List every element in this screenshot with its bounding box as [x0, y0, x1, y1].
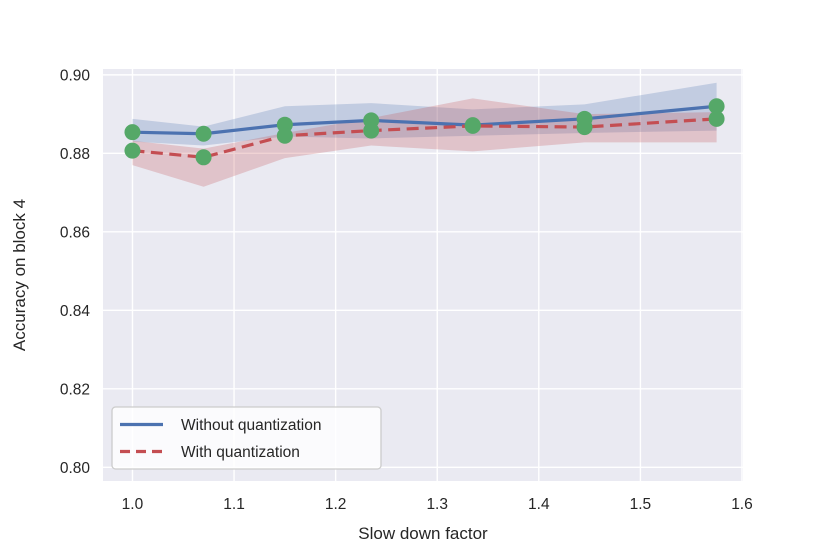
data-point-markers	[124, 98, 725, 166]
data-point-marker	[124, 124, 141, 141]
y-tick-label: 0.88	[60, 146, 90, 163]
data-point-marker	[576, 119, 593, 136]
x-axis-label: Slow down factor	[358, 524, 488, 543]
x-tick-labels: 1.0 1.1 1.2 1.3 1.4 1.5 1.6	[122, 496, 753, 513]
legend-box	[111, 406, 382, 470]
y-tick-labels: 0.80 0.82 0.84 0.86 0.88 0.90	[60, 67, 91, 476]
confidence-band-without-quantization	[132, 82, 717, 146]
x-tick-label: 1.6	[731, 496, 753, 513]
legend-label: Without quantization	[181, 417, 321, 434]
data-point-marker	[276, 116, 293, 133]
x-tick-label: 1.5	[630, 496, 652, 513]
y-tick-label: 0.90	[60, 67, 91, 84]
y-tick-label: 0.80	[60, 460, 91, 477]
data-point-marker	[124, 142, 141, 159]
x-tick-label: 1.2	[325, 496, 347, 513]
y-axis-label: Accuracy on block 4	[10, 199, 29, 351]
legend-item: With quantization	[120, 444, 300, 461]
data-point-marker	[195, 125, 212, 142]
x-tick-label: 1.4	[528, 496, 550, 513]
data-point-marker	[276, 127, 293, 144]
data-point-marker	[363, 122, 380, 139]
data-point-marker	[195, 149, 212, 166]
x-tick-label: 1.1	[223, 496, 245, 513]
data-point-marker	[708, 98, 725, 115]
x-tick-label: 1.0	[122, 496, 144, 513]
y-tick-label: 0.82	[60, 381, 90, 398]
legend-label: With quantization	[181, 444, 300, 461]
y-tick-label: 0.84	[60, 303, 91, 320]
data-point-marker	[464, 117, 481, 134]
legend-item: Without quantization	[120, 417, 321, 434]
legend: Without quantization With quantization	[111, 406, 382, 470]
y-tick-label: 0.86	[60, 224, 90, 241]
data-point-marker	[708, 110, 725, 127]
x-tick-label: 1.3	[426, 496, 448, 513]
